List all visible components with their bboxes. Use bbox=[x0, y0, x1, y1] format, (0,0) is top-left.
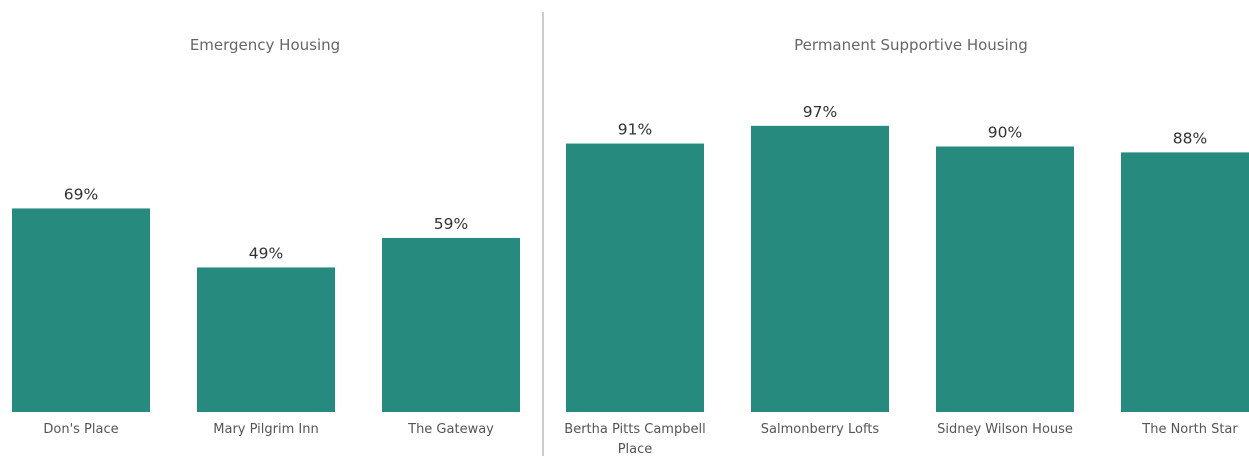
bar-salmonberry-lofts[interactable] bbox=[751, 125, 889, 412]
value-label-sidney-wilson-house: 90% bbox=[988, 124, 1022, 142]
value-label-mary-pilgrim-inn: 49% bbox=[249, 244, 283, 262]
bar-the-gateway[interactable] bbox=[382, 237, 520, 412]
permanent-supportive-housing-title: Permanent Supportive Housing bbox=[794, 36, 1028, 54]
bar-bertha-pitts-campbell-place[interactable] bbox=[566, 143, 704, 413]
bar-sidney-wilson-house[interactable] bbox=[936, 146, 1074, 413]
category-label-mary-pilgrim-inn: Mary Pilgrim Inn bbox=[213, 422, 318, 437]
permanent-supportive-housing-panel: Permanent Supportive Housing 91% Bertha P… bbox=[564, 36, 1249, 456]
category-label-salmonberry-lofts: Salmonberry Lofts bbox=[761, 422, 880, 437]
category-label-sidney-wilson-house: Sidney Wilson House bbox=[937, 422, 1073, 437]
bar-mary-pilgrim-inn[interactable] bbox=[197, 267, 335, 412]
value-label-bertha-pitts-campbell-place: 91% bbox=[618, 121, 652, 139]
value-label-the-north-star: 88% bbox=[1173, 129, 1207, 147]
value-label-salmonberry-lofts: 97% bbox=[803, 103, 837, 121]
category-label-the-gateway: The Gateway bbox=[407, 422, 494, 437]
emergency-housing-title: Emergency Housing bbox=[190, 36, 340, 54]
bar-the-north-star[interactable] bbox=[1121, 152, 1249, 412]
category-label-bertha-pitts-campbell-place: Bertha Pitts Campbell Place bbox=[564, 422, 705, 456]
value-label-the-gateway: 59% bbox=[434, 215, 468, 233]
category-label-don-s-place: Don's Place bbox=[43, 422, 118, 437]
bar-don-s-place[interactable] bbox=[12, 208, 150, 412]
emergency-housing-panel: Emergency Housing 69% Don's Place 49% Mary … bbox=[12, 36, 520, 437]
value-label-don-s-place: 69% bbox=[64, 185, 98, 203]
category-label-the-north-star: The North Star bbox=[1141, 422, 1238, 437]
